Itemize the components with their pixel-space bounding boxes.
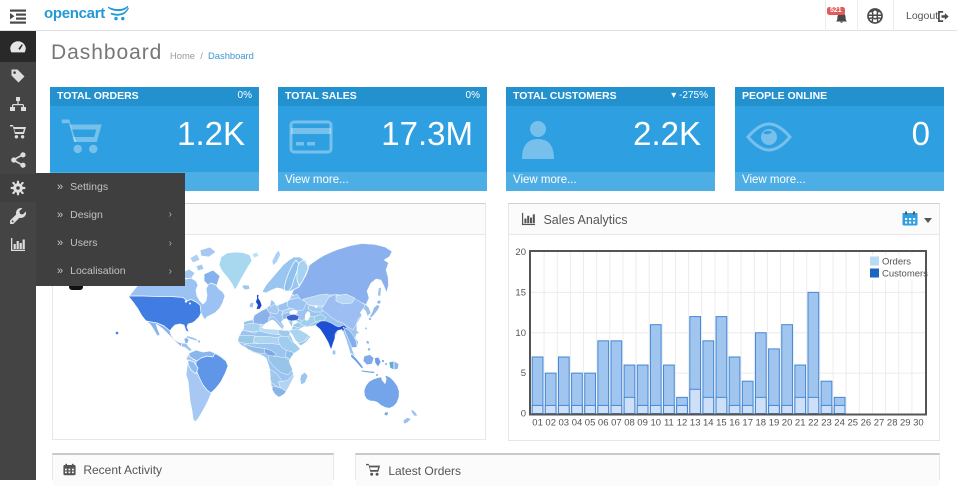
svg-text:07: 07 (611, 418, 622, 429)
svg-text:5: 5 (521, 368, 526, 379)
svg-text:08: 08 (624, 418, 635, 429)
svg-text:04: 04 (572, 418, 583, 429)
svg-text:17: 17 (742, 418, 753, 429)
svg-text:10: 10 (651, 418, 662, 429)
svg-text:12: 12 (677, 418, 688, 429)
svg-text:14: 14 (703, 418, 714, 429)
svg-text:30: 30 (913, 418, 924, 429)
svg-text:24: 24 (834, 418, 845, 429)
svg-text:0: 0 (521, 409, 526, 420)
svg-text:13: 13 (690, 418, 701, 429)
svg-text:06: 06 (598, 418, 609, 429)
svg-text:02: 02 (545, 418, 556, 429)
svg-text:27: 27 (874, 418, 885, 429)
svg-text:28: 28 (887, 418, 898, 429)
svg-text:03: 03 (559, 418, 570, 429)
svg-text:Customers: Customers (882, 269, 928, 280)
svg-text:20: 20 (515, 247, 526, 258)
svg-text:29: 29 (900, 418, 911, 429)
svg-text:26: 26 (861, 418, 872, 429)
svg-text:18: 18 (756, 418, 767, 429)
svg-text:20: 20 (782, 418, 793, 429)
svg-text:19: 19 (769, 418, 780, 429)
svg-text:15: 15 (716, 418, 727, 429)
svg-text:21: 21 (795, 418, 806, 429)
svg-text:05: 05 (585, 418, 596, 429)
svg-text:Orders: Orders (882, 257, 911, 268)
svg-text:15: 15 (515, 287, 526, 298)
svg-text:16: 16 (729, 418, 740, 429)
svg-text:09: 09 (637, 418, 648, 429)
svg-text:22: 22 (808, 418, 819, 429)
svg-text:23: 23 (821, 418, 832, 429)
svg-text:25: 25 (848, 418, 859, 429)
svg-text:11: 11 (664, 418, 674, 429)
svg-text:01: 01 (532, 418, 543, 429)
svg-text:10: 10 (515, 328, 526, 339)
